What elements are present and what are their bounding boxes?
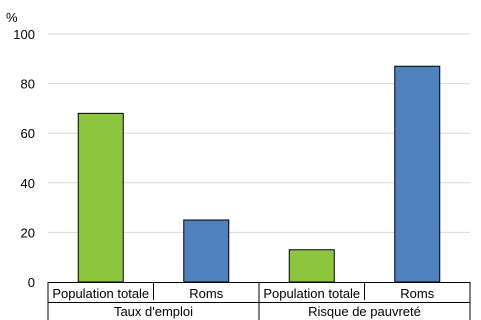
- x-group-label: Taux d'emploi: [114, 304, 193, 319]
- x-category-label: Roms: [400, 286, 434, 301]
- x-category-label: Roms: [189, 286, 223, 301]
- x-category-label: Population totale: [263, 286, 360, 301]
- y-unit-label: %: [6, 10, 18, 25]
- bar-2-1: [288, 249, 335, 283]
- y-tick-label: 0: [28, 275, 35, 290]
- y-tick-label: 80: [21, 77, 35, 92]
- y-tick-label: 60: [21, 126, 35, 141]
- y-tick-label: 100: [13, 27, 35, 42]
- bar-2-2: [394, 65, 441, 283]
- bar-1-1: [77, 112, 124, 283]
- y-tick-label: 20: [21, 225, 35, 240]
- bar-1-2: [183, 219, 230, 283]
- x-axis: Population totale Roms Taux d'emploi Popula…: [47, 282, 471, 320]
- x-category-label: Population totale: [52, 286, 149, 301]
- bars: [77, 65, 441, 283]
- y-tick-label: 40: [21, 176, 35, 191]
- y-axis-ticks: 0 20 40 60 80 100: [13, 27, 35, 290]
- x-group-label: Risque de pauvreté: [308, 304, 421, 319]
